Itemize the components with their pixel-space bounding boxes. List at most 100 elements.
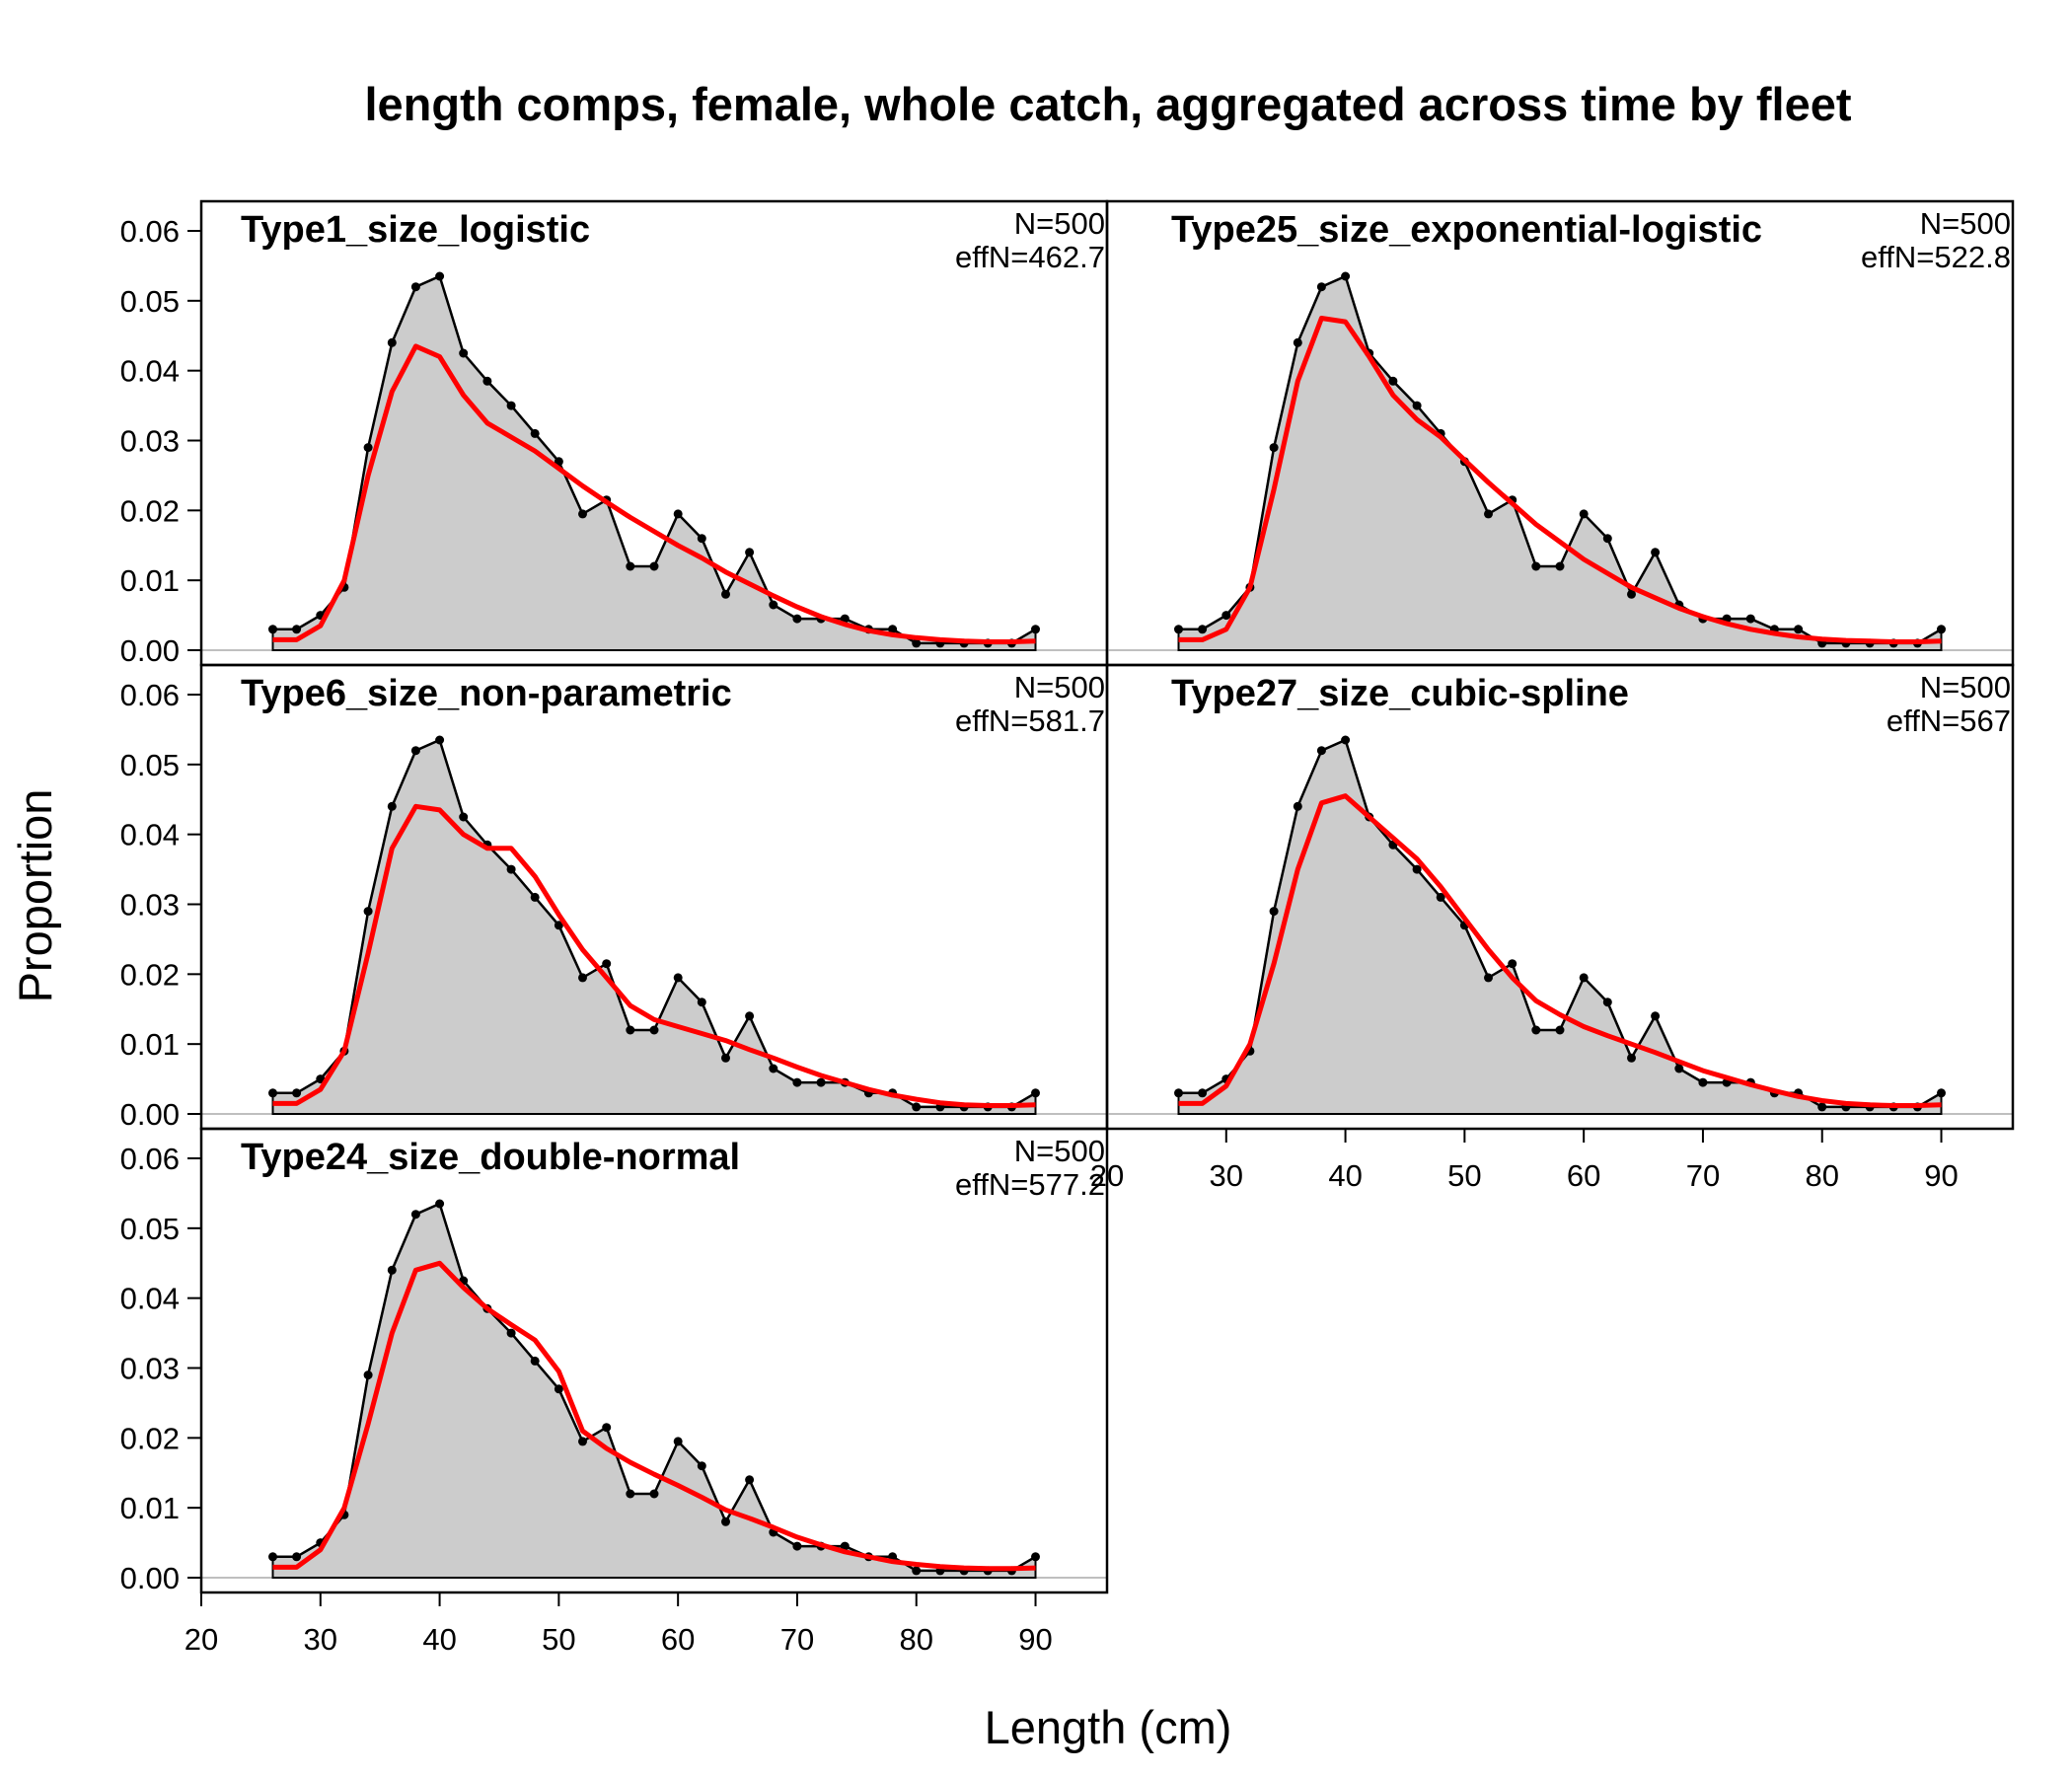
x-tick-label: 80	[899, 1622, 932, 1657]
panel-title: Type27_size_cubic-spline	[1171, 673, 1629, 714]
observed-point	[1269, 443, 1279, 453]
y-tick-label: 0.03	[120, 1352, 180, 1386]
panel-title: Type25_size_exponential-logistic	[1171, 209, 1762, 251]
observed-point	[1316, 746, 1326, 756]
sample-size-n: N=500	[1920, 670, 2011, 704]
sample-size-n: N=500	[1014, 1134, 1105, 1168]
effective-sample-size: effN=462.7	[955, 240, 1105, 274]
observed-point	[1341, 735, 1351, 745]
observed-point	[745, 1475, 755, 1485]
observed-point	[387, 1265, 397, 1275]
observed-point	[1436, 892, 1445, 902]
x-tick-label: 50	[1447, 1158, 1481, 1193]
x-axis-title: Length (cm)	[985, 1701, 1232, 1753]
observed-point	[1651, 548, 1661, 557]
observed-point	[554, 457, 563, 467]
y-tick-label: 0.03	[120, 888, 180, 923]
y-tick-label: 0.02	[120, 1421, 180, 1455]
panel-title: Type1_size_logistic	[241, 209, 590, 251]
observed-point	[626, 1025, 635, 1035]
panel-title: Type24_size_double-normal	[241, 1137, 740, 1178]
x-tick-label: 30	[1210, 1158, 1243, 1193]
observed-point	[578, 509, 587, 519]
observed-point	[673, 973, 683, 983]
observed-point	[268, 625, 277, 634]
observed-point	[1031, 1552, 1040, 1562]
observed-area	[271, 1202, 1037, 1579]
observed-point	[721, 1517, 730, 1526]
x-tick-label: 90	[1018, 1622, 1052, 1657]
observed-point	[1293, 337, 1302, 347]
y-tick-label: 0.00	[120, 1561, 180, 1595]
observed-point	[1651, 1011, 1661, 1021]
observed-point	[602, 959, 612, 969]
x-tick-label: 20	[185, 1622, 218, 1657]
observed-point	[268, 1088, 277, 1098]
x-tick-label: 70	[780, 1622, 814, 1657]
observed-point	[506, 401, 516, 410]
y-tick-label: 0.01	[120, 1491, 180, 1525]
observed-point	[840, 1541, 850, 1551]
observed-point	[1579, 509, 1589, 519]
observed-point	[745, 548, 755, 557]
expected-line	[1178, 793, 1942, 1108]
observed-point	[1698, 1077, 1708, 1087]
y-tick-label: 0.04	[120, 354, 180, 389]
observed-point	[721, 1053, 730, 1063]
x-tick-label: 60	[1567, 1158, 1600, 1193]
observed-point	[1388, 376, 1398, 386]
y-tick-label: 0.05	[120, 284, 180, 319]
observed-point	[387, 801, 397, 811]
observed-area	[1177, 738, 1943, 1115]
observed-point	[435, 735, 445, 745]
y-tick-label: 0.01	[120, 563, 180, 598]
effective-sample-size: effN=567	[1887, 703, 2011, 738]
observed-point	[792, 1541, 802, 1551]
observed-point	[888, 625, 898, 634]
observed-point	[363, 907, 373, 917]
y-tick-label: 0.06	[120, 678, 180, 712]
panel-5: Type24_size_double-normal N=500effN=577.2…	[120, 1127, 1109, 1657]
observed-point	[745, 1011, 755, 1021]
observed-point	[435, 271, 445, 281]
observed-point	[792, 1077, 802, 1087]
y-tick-label: 0.02	[120, 493, 180, 528]
observed-point	[697, 998, 706, 1007]
observed-point	[1031, 1088, 1040, 1098]
observed-point	[1484, 509, 1493, 519]
observed-point	[268, 1552, 277, 1562]
y-tick-label: 0.05	[120, 1212, 180, 1246]
panels-layer: Type1_size_logistic N=500 effN=462.7 0.00 0.…	[120, 199, 2015, 1657]
observed-point	[410, 1210, 420, 1220]
expected-line	[272, 343, 1036, 644]
observed-point	[673, 509, 683, 519]
observed-point	[721, 589, 730, 599]
observed-point	[1174, 625, 1183, 634]
observed-point	[506, 1328, 516, 1338]
observed-point	[1198, 625, 1208, 634]
observed-point	[363, 1370, 373, 1380]
observed-point	[1627, 589, 1636, 599]
observed-point	[1602, 998, 1612, 1007]
observed-point	[578, 1437, 587, 1446]
observed-point	[1031, 625, 1040, 634]
observed-point	[363, 443, 373, 453]
observed-point	[1412, 401, 1422, 410]
y-axis-title: Proportion	[9, 789, 61, 1003]
observed-point	[792, 614, 802, 624]
observed-point	[1341, 271, 1351, 281]
observed-point	[1531, 1025, 1541, 1035]
expected-line	[272, 803, 1036, 1108]
x-tick-label: 40	[1328, 1158, 1362, 1193]
observed-point	[435, 1199, 445, 1209]
observed-point	[1484, 973, 1493, 983]
observed-point	[769, 600, 778, 610]
observed-point	[459, 348, 469, 358]
y-tick-label: 0.04	[120, 818, 180, 852]
panel-3: Type6_size_non-parametric N=500effN=581.7…	[120, 663, 1109, 1132]
x-tick-label: 40	[422, 1622, 456, 1657]
observed-point	[1579, 973, 1589, 983]
observed-point	[1794, 625, 1804, 634]
sample-size-n: N=500	[1014, 670, 1105, 704]
